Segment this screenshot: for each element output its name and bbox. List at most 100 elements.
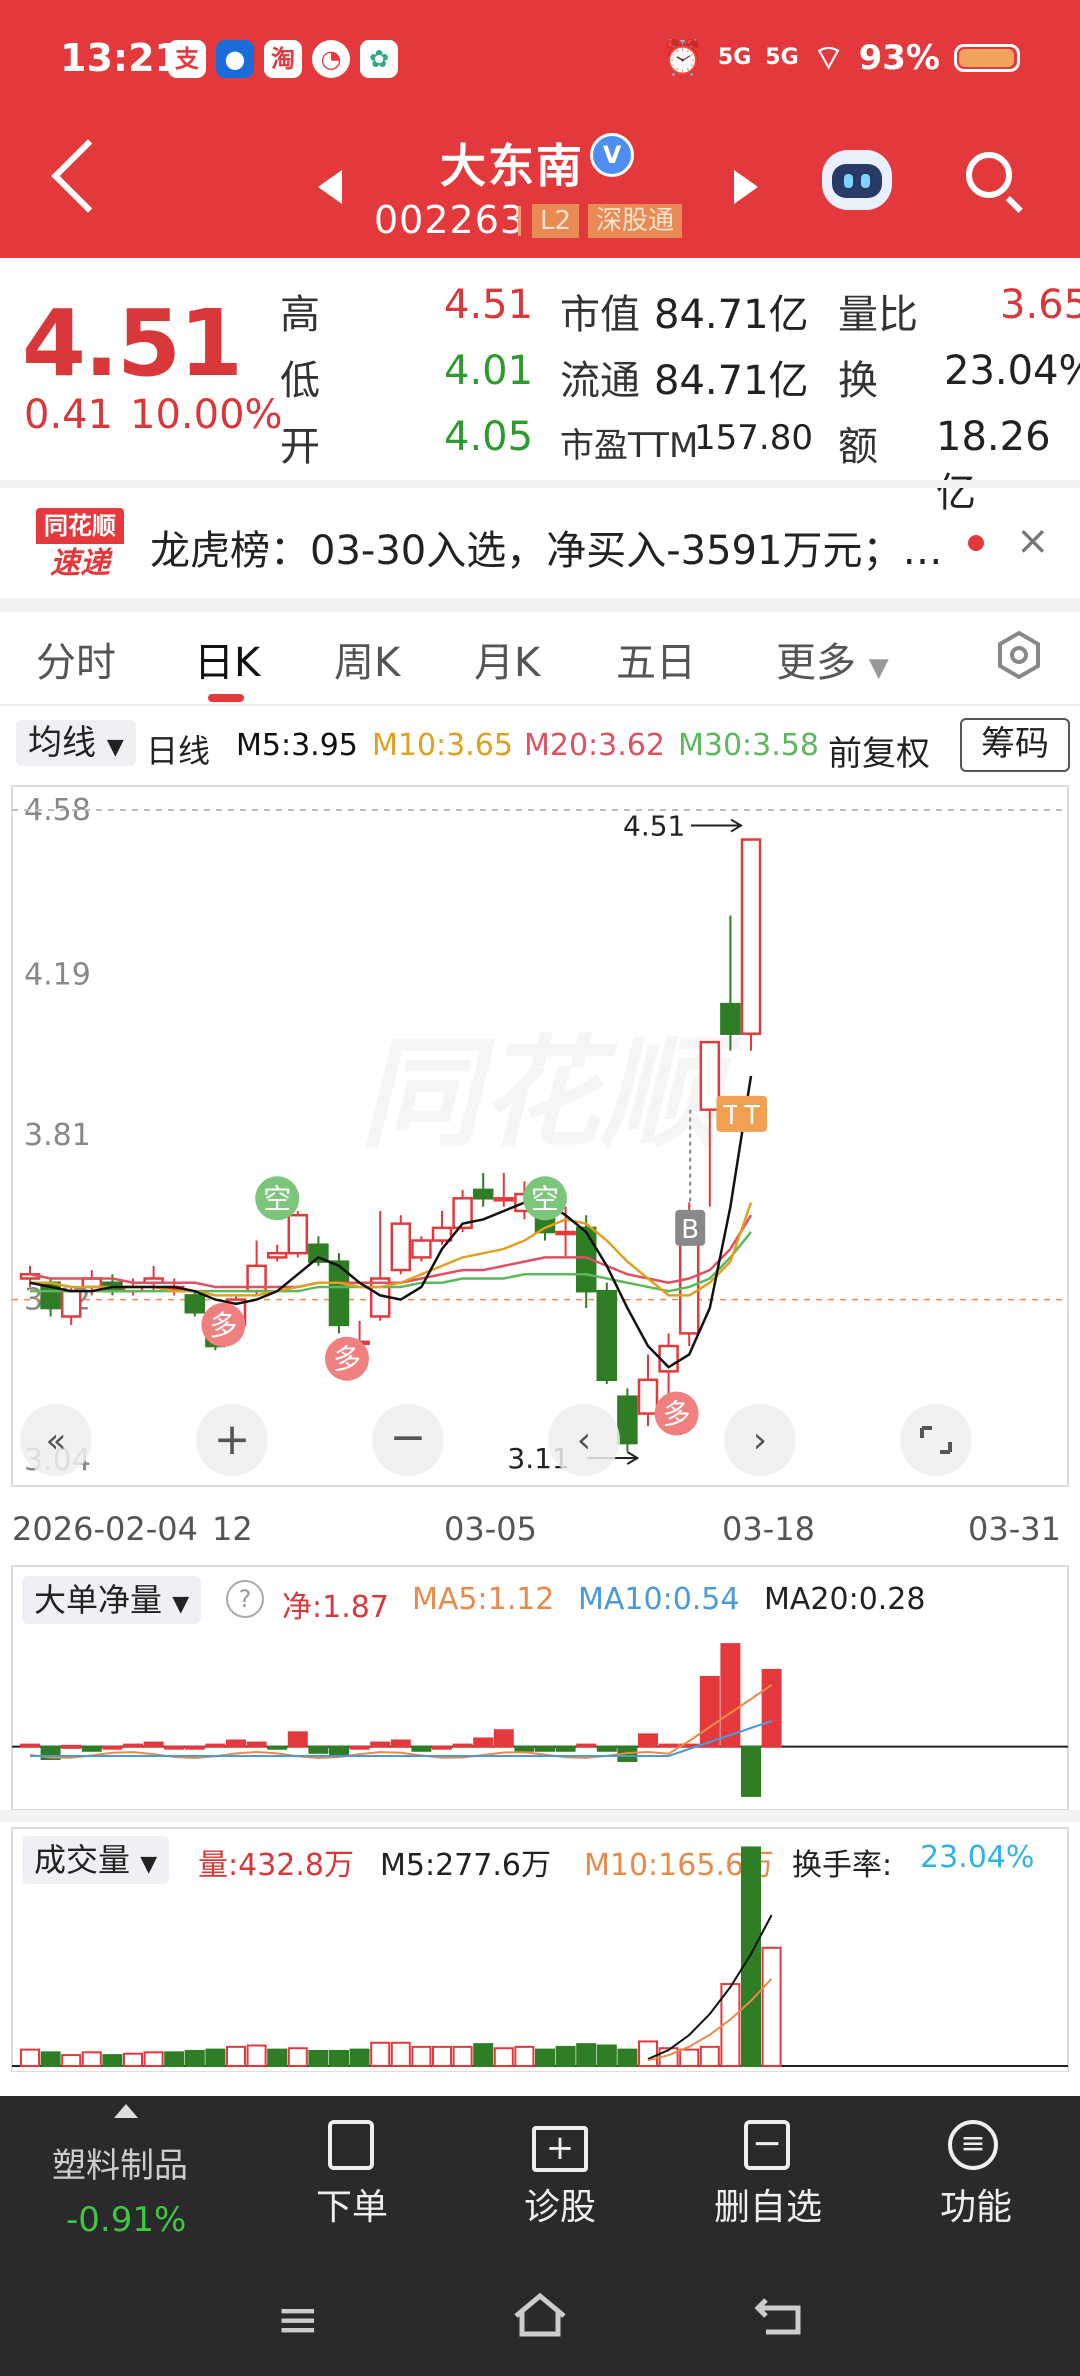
date-label: 12 <box>212 1510 253 1548</box>
svg-text:›: › <box>753 1420 767 1461</box>
robot-assistant-icon[interactable] <box>822 150 892 210</box>
candle-body <box>390 1222 412 1272</box>
bar <box>411 2045 432 2068</box>
bar <box>452 1743 473 1748</box>
bar <box>40 2051 61 2067</box>
home-icon[interactable] <box>510 2290 570 2340</box>
zoom-minus-icon[interactable]: − <box>372 1404 444 1476</box>
b-signal-text: B <box>681 1215 699 1245</box>
buy-signal-icon <box>325 1336 369 1381</box>
y-tick-label: 4.19 <box>24 958 91 993</box>
diagnose-button[interactable]: 诊股 <box>524 2187 597 2228</box>
pe-value: 157.80 <box>694 418 813 458</box>
bar <box>246 2044 267 2067</box>
bar <box>390 1739 411 1748</box>
bar <box>761 1668 782 1748</box>
float-cap-value: 84.71亿 <box>654 358 809 404</box>
signal-icon: 5G <box>717 45 752 70</box>
bar <box>81 2051 102 2067</box>
bar <box>164 1745 185 1750</box>
app-header: 13:21 支 ● 淘 ◔ ✿ ⏰ 5G 5G ⌔ 93% 大东南 V 0022… <box>0 0 1080 258</box>
scroll-right-icon[interactable]: › <box>724 1404 796 1476</box>
sector-name[interactable]: 塑料制品 <box>52 2146 188 2186</box>
bar <box>452 2045 473 2068</box>
volume-m10-line <box>647 1978 773 2062</box>
b-signal-icon <box>675 1209 706 1246</box>
bar <box>20 1743 40 1748</box>
battery-percent: 93% <box>858 37 940 78</box>
diagnose-icon[interactable]: + <box>532 2126 588 2172</box>
ma20-label: M20:3.62 <box>524 728 665 763</box>
remove-watchlist-button[interactable]: 删自选 <box>714 2187 823 2228</box>
bar <box>61 2054 82 2067</box>
adjust-mode[interactable]: 前复权 <box>828 734 930 774</box>
back-button[interactable] <box>51 139 125 213</box>
date-label: 03-05 <box>444 1510 537 1548</box>
bar <box>638 1733 658 1748</box>
ma30-label: M30:3.58 <box>678 728 819 763</box>
tab-more[interactable]: 更多 ▼ <box>776 640 889 686</box>
ma-selector[interactable]: 均线 ▼ <box>16 720 136 766</box>
bar <box>349 2048 370 2067</box>
functions-button[interactable]: 功能 <box>940 2187 1013 2228</box>
app-icon: ◔ <box>312 40 350 78</box>
turnover-rate-value: 23.04% <box>920 1840 1035 1875</box>
tab-weekly-k[interactable]: 周K <box>334 640 401 686</box>
amount-value: 18.26亿 <box>936 414 1051 516</box>
tab-daily-k[interactable]: 日K <box>194 640 261 686</box>
close-icon[interactable]: × <box>1016 518 1050 564</box>
candle-body <box>617 1395 638 1445</box>
wifi-icon: ⌔ <box>812 38 845 78</box>
remove-watchlist-icon[interactable]: − <box>744 2120 790 2170</box>
l2-badge[interactable]: L2 <box>532 204 580 238</box>
sell-signal-icon-text: 空 <box>531 1182 559 1215</box>
date-axis: 2026-02-04 12 03-05 03-18 03-31 <box>0 1500 1080 1560</box>
fullscreen-icon[interactable] <box>900 1404 972 1476</box>
chip-distribution-button[interactable]: 筹码 <box>960 718 1070 772</box>
previous-stock-button[interactable] <box>318 170 342 204</box>
help-icon[interactable]: ? <box>226 1580 264 1618</box>
bar <box>576 1743 597 1748</box>
y-tick-label: 4.58 <box>24 793 91 828</box>
app-icon: ✿ <box>360 40 398 78</box>
tab-monthly-k[interactable]: 月K <box>474 640 541 686</box>
ma5-line <box>29 1075 753 1369</box>
expand-up-icon[interactable] <box>114 2104 138 2118</box>
search-icon[interactable] <box>966 152 1012 198</box>
bar <box>617 2048 638 2067</box>
news-text[interactable]: 龙虎榜：03-30入选，净买入-3591万元；… <box>150 528 943 574</box>
bar <box>432 2045 452 2068</box>
candle-body <box>184 1294 206 1314</box>
net-flow-chart[interactable] <box>0 1560 1080 1810</box>
indicator-selector[interactable]: 大单净量 ▼ <box>22 1576 202 1624</box>
candle-body <box>266 1251 288 1259</box>
battery-icon <box>954 43 1020 72</box>
bar <box>308 1745 329 1754</box>
tab-five-day[interactable]: 五日 <box>616 640 696 686</box>
bar <box>143 1741 164 1748</box>
back-nav-icon[interactable] <box>752 2292 808 2338</box>
volume-selector[interactable]: 成交量 ▼ <box>22 1836 170 1884</box>
next-stock-button[interactable] <box>734 170 758 204</box>
order-icon[interactable] <box>328 2120 374 2170</box>
chevron-down-icon: ▼ <box>172 1592 190 1617</box>
volume-ratio-label: 量比 <box>838 292 918 338</box>
functions-icon[interactable]: ≡ <box>948 2120 998 2170</box>
candle-body <box>308 1243 329 1263</box>
menu-icon[interactable]: ≡ <box>276 2290 320 2350</box>
bar <box>102 1745 123 1750</box>
divider <box>0 480 1080 488</box>
kline-chart[interactable]: 4.584.193.813.423.04 同花顺 4.513.11空空多多多BT… <box>0 780 1080 1500</box>
bar <box>741 1745 761 1797</box>
order-button[interactable]: 下单 <box>316 2187 389 2228</box>
tab-intraday[interactable]: 分时 <box>36 640 116 686</box>
bar <box>555 1745 576 1752</box>
svg-text:−: − <box>390 1412 427 1463</box>
scroll-left-icon[interactable]: ‹ <box>548 1404 620 1476</box>
zoom-in-icon[interactable]: + <box>196 1404 268 1476</box>
settings-icon[interactable] <box>994 630 1044 680</box>
turnover-value: 23.04% <box>944 348 1080 394</box>
bar <box>411 1745 432 1752</box>
zoom-out-button[interactable]: « <box>20 1404 92 1476</box>
volume-chart[interactable] <box>0 1822 1080 2072</box>
